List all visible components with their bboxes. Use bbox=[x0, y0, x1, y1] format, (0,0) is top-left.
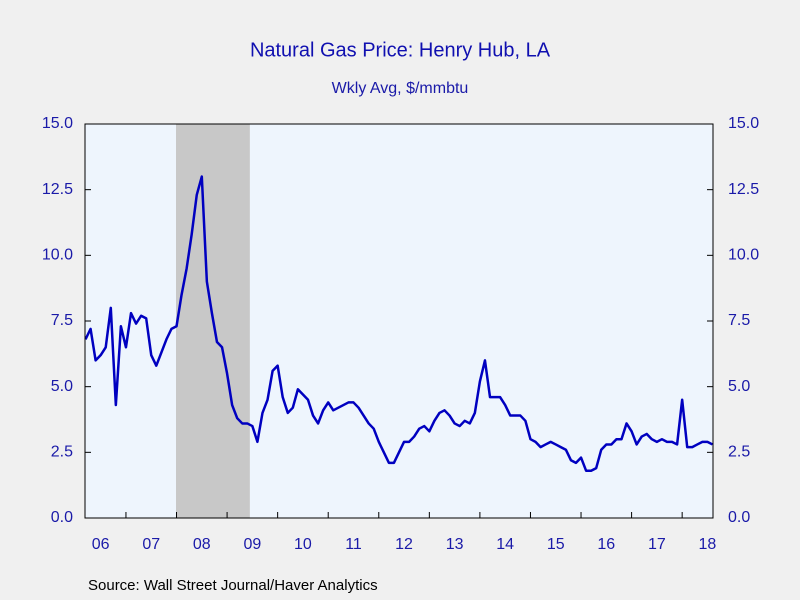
y-tick-label: 7.5 bbox=[51, 312, 73, 329]
y-tick-label: 10.0 bbox=[42, 247, 73, 264]
y2-tick-label: 2.5 bbox=[728, 444, 750, 461]
y2-tick-label: 12.5 bbox=[728, 181, 759, 198]
x-tick-label: 09 bbox=[243, 536, 261, 553]
x-tick-label: 13 bbox=[446, 536, 464, 553]
x-tick-label: 06 bbox=[92, 536, 110, 553]
x-tick-label: 10 bbox=[294, 536, 312, 553]
y2-tick-label: 15.0 bbox=[728, 115, 759, 132]
y-tick-label: 2.5 bbox=[51, 444, 73, 461]
y2-tick-label: 10.0 bbox=[728, 247, 759, 264]
chart-title: Natural Gas Price: Henry Hub, LA bbox=[250, 39, 551, 61]
x-tick-label: 14 bbox=[496, 536, 514, 553]
x-tick-label: 12 bbox=[395, 536, 413, 553]
y2-tick-label: 5.0 bbox=[728, 378, 750, 395]
x-tick-label: 07 bbox=[142, 536, 160, 553]
y-tick-label: 12.5 bbox=[42, 181, 73, 198]
y2-tick-label: 7.5 bbox=[728, 312, 750, 329]
y-tick-label: 0.0 bbox=[51, 509, 73, 526]
x-tick-label: 08 bbox=[193, 536, 211, 553]
x-tick-label: 11 bbox=[345, 536, 362, 553]
x-tick-label: 17 bbox=[648, 536, 666, 553]
x-tick-label: 15 bbox=[547, 536, 565, 553]
x-tick-label: 16 bbox=[597, 536, 615, 553]
y2-tick-label: 0.0 bbox=[728, 509, 750, 526]
x-tick-label: 18 bbox=[699, 536, 717, 553]
chart-subtitle: Wkly Avg, $/mmbtu bbox=[332, 80, 469, 97]
y-tick-label: 15.0 bbox=[42, 115, 73, 132]
price-line bbox=[84, 175, 714, 472]
y-tick-label: 5.0 bbox=[51, 378, 73, 395]
source-note: Source: Wall Street Journal/Haver Analyt… bbox=[88, 577, 378, 594]
